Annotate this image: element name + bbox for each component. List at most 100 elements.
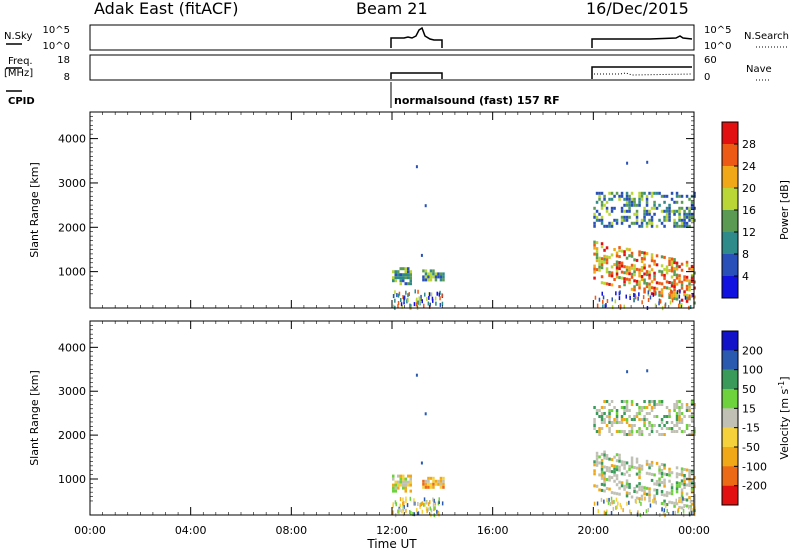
echo-point <box>646 369 649 373</box>
echo-point <box>424 412 427 416</box>
cpid-mode-text: normalsound (fast) 157 RF <box>394 94 560 107</box>
colorbar-tick-label: 12 <box>742 226 756 239</box>
title-date: 16/Dec/2015 <box>586 0 689 18</box>
nsky-tick-low: 10^0 <box>43 41 70 52</box>
range-tick-label: 1000 <box>58 266 86 279</box>
colorbar-tick-label: 15 <box>742 402 756 415</box>
echo-point <box>646 160 649 164</box>
colorbar-swatch <box>722 254 738 277</box>
echo-point <box>420 253 423 257</box>
echo-region <box>593 240 696 305</box>
colorbar-swatch <box>722 408 738 428</box>
nsky-trace-1 <box>390 26 443 48</box>
echo-point <box>424 204 427 208</box>
velocity-colorbar: -200 -100 -50 -15 15 50 100 200 Velocity [m s-1] <box>721 330 791 506</box>
nsky-tick-high: 10^5 <box>43 25 70 36</box>
time-tick-label: 00:00 <box>74 524 106 537</box>
nave-tick-high: 60 <box>704 55 717 66</box>
range-tick-label: 3000 <box>58 385 86 398</box>
time-tick-label: 12:00 <box>376 524 408 537</box>
time-tick-label: 04:00 <box>175 524 207 537</box>
range-tick-label: 2000 <box>58 429 86 442</box>
range-tick-label: 2000 <box>58 221 86 234</box>
echo-region <box>593 450 696 513</box>
nave-trace-2 <box>594 72 693 76</box>
colorbar-swatch <box>722 427 738 448</box>
freq-tick-low: 8 <box>64 72 70 83</box>
freq-unit-label: [MHz] <box>4 68 33 79</box>
colorbar-tick-label: 28 <box>742 138 756 151</box>
colorbar-tick-label: -15 <box>742 422 760 435</box>
nsky-trace-2 <box>591 35 693 48</box>
cpid-label: CPID <box>8 96 35 107</box>
nsky-label: N.Sky <box>4 31 32 42</box>
colorbar-swatch <box>722 276 738 299</box>
colorbar-swatch <box>722 166 738 189</box>
power-echoes <box>392 160 696 311</box>
time-tick-label: 16:00 <box>477 524 509 537</box>
colorbar-swatch <box>722 331 738 351</box>
echo-region <box>392 267 412 286</box>
echo-region <box>392 474 412 493</box>
time-tick-label: 00:00 <box>678 524 710 537</box>
colorbar-swatch <box>722 122 738 145</box>
velocity-axis-ticks: 1000 2000 3000 4000 <box>58 321 695 515</box>
power-axis-ticks: 1000 2000 3000 4000 <box>58 112 695 308</box>
title-station: Adak East (fitACF) <box>94 0 238 18</box>
echo-point <box>626 370 629 374</box>
freq-panel-frame <box>89 54 695 81</box>
colorbar-swatch <box>722 447 738 467</box>
power-panel: 1000 2000 3000 4000 Slant Range [km] <box>28 111 696 311</box>
nave-tick-low: 0 <box>704 72 710 83</box>
colorbar-swatch <box>722 144 738 167</box>
colorbar-tick-label: -200 <box>742 480 767 493</box>
echo-region <box>593 400 696 436</box>
colorbar-label: Power [dB] <box>778 180 791 240</box>
colorbar-tick-label: 8 <box>742 248 749 261</box>
time-tick-label: 08:00 <box>275 524 307 537</box>
colorbar-tick-label: 100 <box>742 364 763 377</box>
time-tick-label: 20:00 <box>577 524 609 537</box>
colorbar-tick-label: 20 <box>742 182 756 195</box>
freq-trace-1 <box>390 72 443 79</box>
colorbar-tick-label: -100 <box>742 460 767 473</box>
colorbar-label: Velocity [m s-1] <box>777 376 791 459</box>
colorbar-swatch <box>722 485 738 506</box>
colorbar-tick-label: -50 <box>742 441 760 454</box>
echo-point <box>415 165 418 169</box>
echo-point <box>420 461 423 465</box>
colorbar-swatch <box>722 350 738 370</box>
colorbar-tick-label: 16 <box>742 204 756 217</box>
nsky-panel-frame <box>89 24 695 51</box>
range-tick-label: 4000 <box>58 341 86 354</box>
time-axis-label: Time UT <box>366 537 417 551</box>
freq-trace-2 <box>591 66 692 79</box>
freq-label: Freq. <box>8 56 33 67</box>
power-ylabel: Slant Range [km] <box>28 162 41 258</box>
velocity-panel: 1000 2000 3000 4000 Slant Range [km] <box>28 320 696 518</box>
nsearch-tick-low: 10^0 <box>704 41 731 52</box>
echo-point <box>415 373 418 377</box>
colorbar-swatch <box>722 466 738 486</box>
colorbar-swatch <box>722 232 738 255</box>
range-tick-label: 4000 <box>58 133 86 146</box>
colorbar-tick-label: 4 <box>742 270 749 283</box>
time-tick-labels: 00:00 04:00 08:00 12:00 16:00 20:00 00:00 <box>74 524 710 537</box>
colorbar-tick-label: 50 <box>742 383 756 396</box>
colorbar-tick-label: 200 <box>742 344 763 357</box>
title-beam: Beam 21 <box>356 0 428 18</box>
nsearch-tick-high: 10^5 <box>704 25 731 36</box>
nsearch-label: N.Search <box>744 31 789 42</box>
echo-point <box>626 161 629 165</box>
echo-region <box>593 191 696 228</box>
range-tick-label: 1000 <box>58 473 86 486</box>
colorbar-swatch <box>722 369 738 390</box>
velocity-ylabel: Slant Range [km] <box>28 370 41 466</box>
echo-region <box>422 269 445 282</box>
colorbar-swatch <box>722 389 738 409</box>
nave-label: Nave <box>746 64 772 75</box>
power-colorbar: 4 8 12 16 20 24 28 Power [dB] <box>721 121 791 299</box>
echo-region <box>422 476 445 489</box>
range-tick-label: 3000 <box>58 177 86 190</box>
